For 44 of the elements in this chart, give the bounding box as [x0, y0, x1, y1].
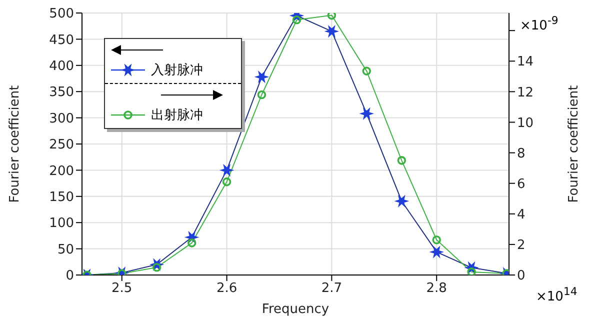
- point: [362, 66, 372, 76]
- y2-tick-label: 6: [517, 176, 526, 192]
- y-tick-label: 500: [49, 6, 74, 22]
- y-tick-label: 200: [49, 164, 74, 179]
- y-tick-label: 250: [49, 138, 74, 153]
- point: [430, 246, 444, 258]
- point: [222, 177, 232, 186]
- y-tick-label: 0: [66, 268, 74, 284]
- text: ×10$^{14}$: [536, 285, 578, 304]
- point: [255, 71, 268, 83]
- point: [220, 164, 234, 176]
- point: [360, 108, 374, 120]
- point: [187, 238, 196, 248]
- y2-tick-label: 14: [517, 54, 534, 70]
- y2-tick-label: 8: [517, 146, 526, 162]
- y2-tick-label: 0: [517, 268, 526, 284]
- x-axis-title: Frequency: [262, 302, 330, 317]
- x-tick-label: 2.5: [112, 281, 132, 296]
- y2-tick-label: 4: [517, 208, 526, 223]
- y-tick-label: 50: [57, 242, 74, 258]
- y2-tick-label: 12: [517, 85, 534, 100]
- y-tick-label: 350: [49, 85, 74, 100]
- y-tick-label: 400: [49, 59, 74, 74]
- x-tick-label: 2.6: [216, 281, 238, 296]
- y2-axis-title: Fourier coefficient: [566, 85, 582, 203]
- y2-tick-label: 10: [517, 116, 534, 131]
- point: [397, 156, 406, 165]
- point: [327, 13, 336, 20]
- y-tick-label: 450: [49, 32, 74, 48]
- point: [325, 26, 338, 37]
- x-tick-label: 2.7: [321, 281, 342, 296]
- y-tick-label: 300: [49, 111, 74, 126]
- y-tick-label: 150: [49, 190, 74, 206]
- point: [292, 15, 302, 24]
- y-axis-title: Fourier coefficient: [8, 85, 23, 203]
- point: [257, 90, 266, 100]
- x-tick-label: 2.8: [426, 281, 447, 296]
- y-tick-label: 100: [49, 216, 74, 232]
- legend-label: 出射脉冲: [151, 107, 203, 124]
- point: [432, 235, 442, 244]
- text: ×10$^{-9}$: [520, 14, 558, 34]
- point: [395, 196, 408, 207]
- legend-label: 入射脉冲: [151, 62, 203, 79]
- y2-tick-label: 2: [517, 238, 526, 254]
